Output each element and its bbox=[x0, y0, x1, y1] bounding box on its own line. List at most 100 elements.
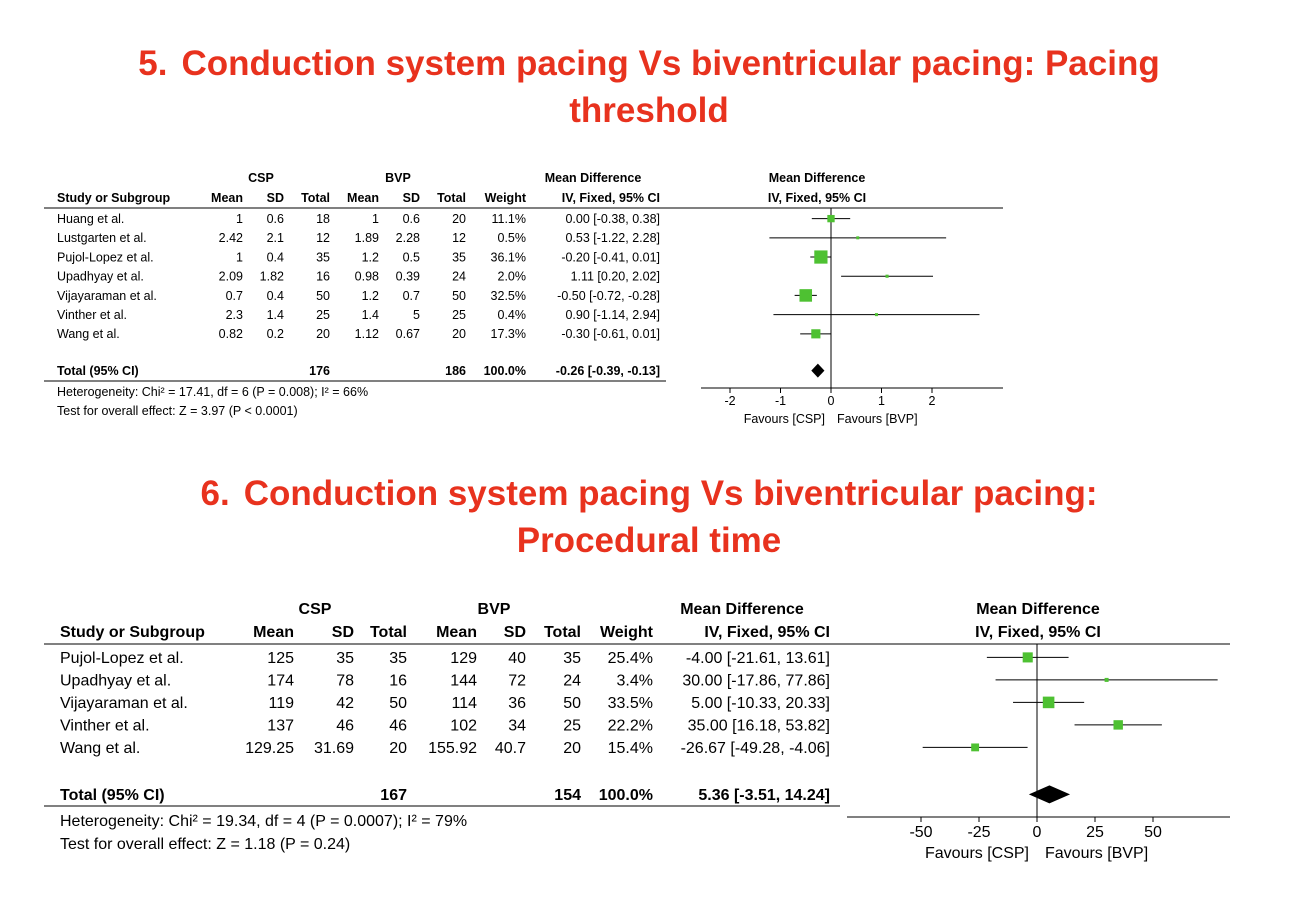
study-name: Vijayaraman et al. bbox=[57, 289, 157, 303]
weight: 0.5% bbox=[498, 231, 527, 245]
ci-text: -0.30 [-0.61, 0.01] bbox=[561, 327, 660, 341]
ci-text: 0.53 [-1.22, 2.28] bbox=[565, 231, 660, 245]
x-axis-tick-label: 2 bbox=[929, 394, 936, 408]
effect-square bbox=[811, 329, 821, 339]
csp-total: 35 bbox=[389, 650, 407, 667]
heading-line-2: threshold bbox=[569, 91, 729, 130]
bvp-sd: 2.28 bbox=[396, 231, 420, 245]
csp-sd: 2.1 bbox=[267, 231, 284, 245]
bvp-sd: 0.7 bbox=[403, 289, 420, 303]
weight-header: Weight bbox=[485, 191, 527, 205]
heterogeneity-text: Heterogeneity: Chi² = 17.41, df = 6 (P =… bbox=[57, 385, 368, 399]
favours-bvp-label: Favours [BVP] bbox=[1045, 845, 1148, 862]
csp-total: 18 bbox=[316, 212, 330, 226]
csp-total: 50 bbox=[316, 289, 330, 303]
total-bvp: 154 bbox=[554, 787, 581, 804]
bvp-total: 12 bbox=[452, 231, 466, 245]
csp-sd: 0.4 bbox=[267, 250, 284, 264]
bvp-mean: 0.98 bbox=[355, 270, 379, 284]
csp-sd: 42 bbox=[336, 695, 354, 712]
x-axis-tick-label: 1 bbox=[878, 394, 885, 408]
bvp-total: 24 bbox=[563, 673, 581, 690]
bvp-total: 50 bbox=[452, 289, 466, 303]
weight: 17.3% bbox=[491, 327, 526, 341]
plot-ci-header: IV, Fixed, 95% CI bbox=[768, 191, 866, 205]
effect-square bbox=[1113, 720, 1123, 730]
total-csp: 167 bbox=[380, 787, 407, 804]
csp-mean: 2.42 bbox=[219, 231, 243, 245]
total-csp: 176 bbox=[309, 364, 330, 378]
bvp-mean-header: Mean bbox=[436, 624, 477, 641]
ci-text: 5.00 [-10.33, 20.33] bbox=[691, 695, 830, 712]
study-name: Wang et al. bbox=[60, 740, 140, 757]
study-name: Vijayaraman et al. bbox=[60, 695, 188, 712]
total-weight: 100.0% bbox=[599, 787, 653, 804]
csp-mean: 1 bbox=[236, 212, 243, 226]
study-name: Vinther et al. bbox=[60, 718, 150, 735]
x-axis-tick-label: 0 bbox=[828, 394, 835, 408]
csp-total: 16 bbox=[389, 673, 407, 690]
effect-square bbox=[814, 250, 828, 264]
bvp-total-header: Total bbox=[437, 191, 466, 205]
effect-square bbox=[799, 289, 813, 302]
favours-csp-label: Favours [CSP] bbox=[744, 412, 825, 426]
heading-line-1: Conduction system pacing Vs biventricula… bbox=[243, 474, 1098, 513]
bvp-total: 50 bbox=[563, 695, 581, 712]
group-header-mean-difference-plot: Mean Difference bbox=[769, 171, 866, 185]
bvp-mean: 129 bbox=[450, 650, 477, 667]
effect-square bbox=[874, 313, 878, 317]
bvp-mean: 1.89 bbox=[355, 231, 379, 245]
weight: 15.4% bbox=[608, 740, 653, 757]
effect-square bbox=[1022, 652, 1033, 663]
effect-square bbox=[827, 214, 835, 223]
bvp-sd: 36 bbox=[508, 695, 526, 712]
favours-bvp-label: Favours [BVP] bbox=[837, 412, 918, 426]
bvp-mean: 1 bbox=[372, 212, 379, 226]
ci-text: -4.00 [-21.61, 13.61] bbox=[686, 650, 830, 667]
study-name: Lustgarten et al. bbox=[57, 231, 147, 245]
bvp-mean: 1.12 bbox=[355, 327, 379, 341]
bvp-mean: 1.2 bbox=[362, 250, 379, 264]
csp-total: 25 bbox=[316, 308, 330, 322]
csp-mean: 2.09 bbox=[219, 270, 243, 284]
ci-text: 35.00 [16.18, 53.82] bbox=[688, 718, 830, 735]
heading-number: 5. bbox=[138, 44, 168, 83]
favours-csp-label: Favours [CSP] bbox=[925, 845, 1029, 862]
csp-total-header: Total bbox=[370, 624, 407, 641]
csp-mean: 174 bbox=[267, 673, 294, 690]
bvp-total-header: Total bbox=[544, 624, 581, 641]
bvp-total: 35 bbox=[563, 650, 581, 667]
bvp-total: 20 bbox=[563, 740, 581, 757]
total-weight: 100.0% bbox=[484, 364, 526, 378]
group-header-bvp: BVP bbox=[478, 601, 511, 618]
group-header-mean-difference-plot: Mean Difference bbox=[976, 601, 1100, 618]
weight-header: Weight bbox=[600, 624, 654, 641]
effect-square bbox=[856, 236, 860, 240]
ci-text: -0.20 [-0.41, 0.01] bbox=[561, 250, 660, 264]
bvp-total: 35 bbox=[452, 250, 466, 264]
x-axis-tick-label: -1 bbox=[775, 394, 786, 408]
total-bvp: 186 bbox=[445, 364, 466, 378]
csp-sd-header: SD bbox=[332, 624, 354, 641]
csp-mean: 2.3 bbox=[226, 308, 243, 322]
study-name: Pujol-Lopez et al. bbox=[60, 650, 184, 667]
csp-sd: 0.2 bbox=[267, 327, 284, 341]
csp-total-header: Total bbox=[301, 191, 330, 205]
csp-mean: 1 bbox=[236, 250, 243, 264]
group-header-csp: CSP bbox=[248, 171, 274, 185]
study-name: Vinther et al. bbox=[57, 308, 127, 322]
csp-sd: 31.69 bbox=[314, 740, 354, 757]
bvp-sd: 72 bbox=[508, 673, 526, 690]
group-header-bvp: BVP bbox=[385, 171, 411, 185]
x-axis-tick-label: 0 bbox=[1033, 824, 1042, 841]
csp-mean: 137 bbox=[267, 718, 294, 735]
bvp-total: 25 bbox=[563, 718, 581, 735]
bvp-mean: 102 bbox=[450, 718, 477, 735]
study-name: Wang et al. bbox=[57, 327, 120, 341]
bvp-mean: 144 bbox=[450, 673, 477, 690]
ci-text: 30.00 [-17.86, 77.86] bbox=[682, 673, 830, 690]
bvp-sd: 0.39 bbox=[396, 270, 420, 284]
x-axis-tick-label: 25 bbox=[1086, 824, 1104, 841]
bvp-sd: 0.5 bbox=[403, 250, 420, 264]
